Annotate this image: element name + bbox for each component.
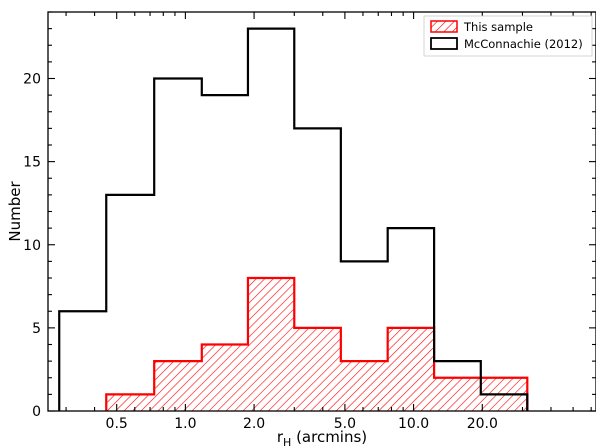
- series-layer: [58, 27, 529, 411]
- y-axis-title: Number: [6, 181, 24, 242]
- x-tick-label: 20.0: [467, 416, 498, 432]
- legend-swatch-mcconnachie: [430, 37, 458, 50]
- y-tick-label: 15: [23, 155, 41, 171]
- x-axis-title: rH (arcmins): [277, 428, 367, 446]
- legend-label-this-sample: This sample: [463, 20, 533, 34]
- x-tick-label: 1.0: [174, 416, 196, 432]
- x-axis-title-main: r: [277, 428, 284, 446]
- sample-bar: [106, 394, 155, 411]
- x-tick-label: 0.5: [106, 416, 128, 432]
- sample-bar: [340, 361, 388, 411]
- x-tick-label: 10.0: [398, 416, 429, 432]
- x-tick-label: 2.0: [243, 416, 265, 432]
- y-tick-label: 10: [23, 238, 41, 254]
- axis-ticks: 0 5 10 15 20 0.5 1.0 2.0 5.0 10.0 20.0: [23, 11, 596, 432]
- mcconnachie-step-line: [58, 27, 529, 411]
- y-tick-label: 5: [32, 321, 41, 337]
- sample-bar: [387, 327, 435, 411]
- x-axis-title-subscript: H: [283, 436, 291, 446]
- x-tick-label: 5.0: [334, 416, 356, 432]
- sample-outline: [105, 276, 529, 411]
- sample-bar: [294, 327, 341, 411]
- legend: This sample McConnachie (2012): [423, 15, 593, 57]
- legend-swatch-this-sample: [430, 20, 458, 33]
- x-axis-title-rest: (arcmins): [291, 428, 367, 446]
- sample-bar: [247, 278, 295, 411]
- sample-bar: [154, 361, 202, 411]
- sample-bar: [434, 377, 481, 411]
- y-tick-label: 20: [23, 72, 41, 88]
- sample-bar: [201, 344, 248, 411]
- y-tick-label: 0: [32, 404, 41, 420]
- legend-label-mcconnachie: McConnachie (2012): [464, 37, 583, 51]
